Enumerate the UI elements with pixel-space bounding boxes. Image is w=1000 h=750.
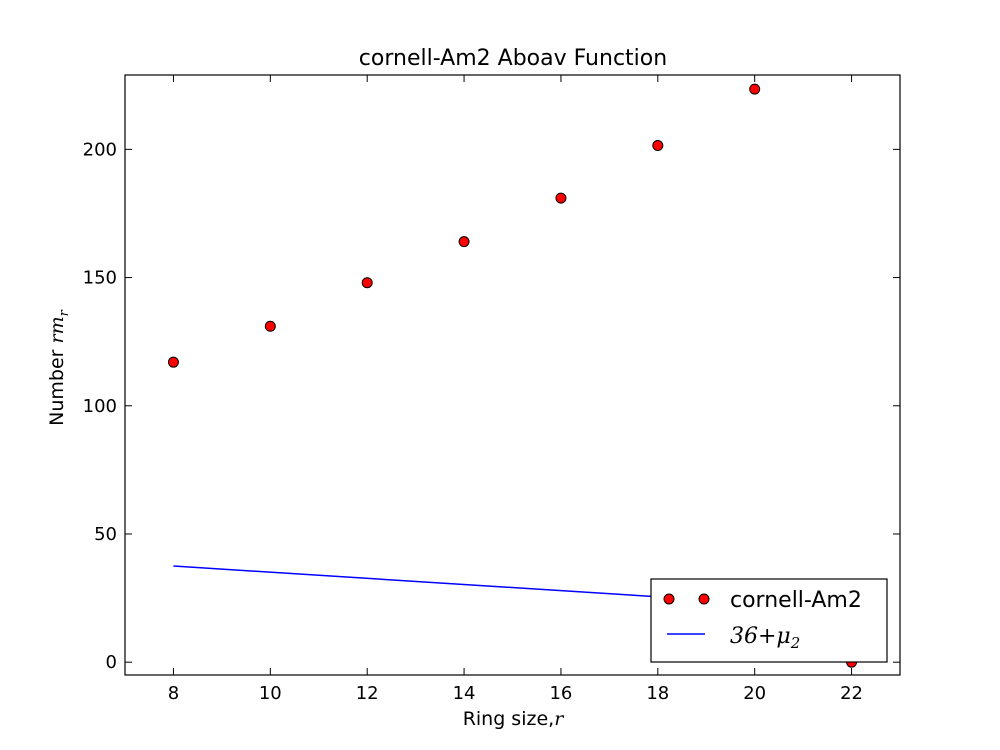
y-axis-label-text: Number [46,343,68,425]
chart-title: cornell-Am2 Aboav Function [359,46,667,71]
data-point [361,277,373,289]
x-tick-label: 8 [168,683,179,704]
legend-marker [663,593,675,605]
x-tick-label: 10 [259,683,282,704]
y-tick-label: 0 [106,652,117,673]
x-axis-label: Ring size,r [463,708,566,730]
y-axis-label-math: rm [46,316,68,343]
y-tick-label: 150 [83,268,117,289]
axes-frame [124,74,901,676]
y-tick-label: 50 [94,524,117,545]
axis-ticks: 8 10 12 14 16 18 20 22 0 50 100 150 200 [83,75,900,704]
y-tick-label: 200 [83,139,117,160]
legend-marker [698,593,710,605]
legend-label-cornell: cornell-Am2 [730,588,862,613]
y-tick-label: 100 [83,396,117,417]
legend-label-fit: 36+μ2 [730,624,800,652]
data-point [264,320,276,332]
legend-label-fit-text: 36+μ [730,624,791,649]
x-tick-label: 14 [453,683,476,704]
x-tick-label: 22 [840,683,863,704]
x-axis-label-math: r [554,708,565,730]
data-point [652,140,664,152]
data-point [555,192,567,204]
plot-area [167,83,858,668]
data-point [749,83,761,95]
x-axis-label-text: Ring size, [463,708,555,730]
x-tick-label: 18 [646,683,669,704]
series-line [173,565,658,598]
data-point [167,356,179,368]
y-axis-label: Number rmr [46,309,72,425]
y-axis-label-sub: r [57,309,72,316]
x-tick-label: 12 [356,683,379,704]
legend-label-fit-sub: 2 [790,634,801,652]
legend: cornell-Am2 36+μ2 [650,578,888,663]
data-point [458,236,470,248]
x-tick-label: 20 [743,683,766,704]
legend-box [650,578,888,663]
x-tick-label: 16 [549,683,572,704]
